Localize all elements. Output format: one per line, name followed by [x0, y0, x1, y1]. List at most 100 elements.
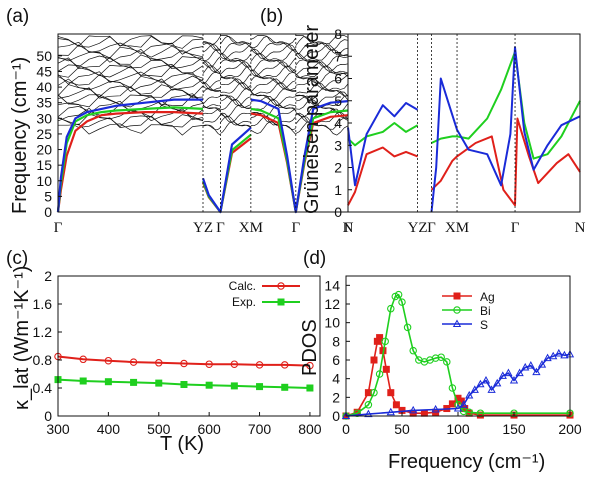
- a-optical-band-line: [57, 78, 204, 92]
- a-optical-band-line: [202, 95, 221, 105]
- a-xtick-label: Γ: [216, 220, 225, 236]
- c-ytick-label: 0: [44, 408, 52, 424]
- a-optical-band-line: [57, 115, 204, 128]
- a-optical-band-line: [295, 82, 349, 97]
- a-optical-band-line: [295, 88, 349, 101]
- a-optical-band-line: [250, 75, 296, 89]
- a-optical-band-line: [250, 42, 297, 55]
- a-optical-band-line: [250, 44, 297, 60]
- panel-c-frame: [57, 275, 321, 417]
- d-point-red: [376, 334, 384, 342]
- d-point-blue: [498, 371, 507, 379]
- a-xtick-label: Γ: [54, 220, 63, 236]
- b-xtick-label: Γ: [427, 220, 436, 236]
- d-legend-label: Ag: [480, 290, 495, 304]
- c-point-red: [129, 358, 138, 366]
- d-point-green: [431, 354, 440, 362]
- a-optical-band-line: [202, 44, 221, 53]
- d-xtick-label: 200: [558, 421, 582, 437]
- a-optical-band-line: [203, 124, 221, 136]
- c-point-red: [255, 361, 264, 369]
- d-ytick-label: 4: [332, 371, 340, 387]
- a-optical-band-line: [57, 36, 204, 49]
- d-point-green: [370, 388, 378, 397]
- a-ytick-label: 25: [36, 126, 52, 142]
- a-optical-band-line: [57, 71, 204, 85]
- a-optical-band-line: [220, 94, 251, 106]
- a-optical-band-line: [220, 95, 252, 109]
- c-xtick-label: 300: [46, 421, 70, 437]
- panel-label-c: (c): [6, 248, 28, 269]
- b-ytick-label: 4: [334, 115, 342, 131]
- c-ytick-label: 2: [44, 268, 52, 284]
- c-point-red: [180, 359, 188, 368]
- a-branch-red-left: [56, 110, 204, 213]
- a-optical-band-line: [220, 115, 252, 129]
- d-point-blue: [537, 360, 547, 368]
- c-point-red: [104, 356, 113, 365]
- b-ytick-label: 0: [334, 204, 342, 220]
- a-ytick-label: 40: [36, 79, 52, 95]
- d-point-green: [465, 408, 473, 417]
- d-point-blue: [431, 404, 440, 413]
- d-ytick-label: 8: [332, 333, 340, 349]
- a-optical-band-line: [220, 78, 251, 91]
- a-optical-band-line: [202, 82, 221, 91]
- d-point-red: [370, 356, 378, 364]
- b-ytick-label: 8: [334, 26, 342, 42]
- panel-d-ylabel: PDOS: [299, 319, 321, 376]
- c-point-green: [256, 383, 264, 391]
- a-optical-band-line: [57, 35, 204, 47]
- a-optical-band-line: [57, 86, 204, 99]
- a-optical-band-line: [220, 36, 252, 49]
- c-legend-marker: [277, 282, 285, 290]
- a-optical-band-line: [220, 76, 252, 89]
- a-optical-band-line: [250, 105, 296, 118]
- a-optical-band-line: [220, 65, 251, 79]
- c-xtick-label: 500: [147, 421, 171, 437]
- a-optical-band-line: [295, 61, 349, 76]
- d-point-red: [420, 409, 428, 417]
- panel-a-optical-bands: [57, 35, 349, 136]
- c-legend-label: Calc.: [229, 279, 256, 293]
- a-optical-band-line: [202, 72, 221, 85]
- d-point-blue: [459, 400, 468, 408]
- b-ytick-label: 7: [334, 48, 342, 64]
- d-xtick-label: 0: [342, 421, 350, 437]
- a-ytick-label: 5: [44, 188, 52, 204]
- a-ytick-label: 45: [36, 63, 52, 79]
- a-optical-band-line: [57, 93, 204, 106]
- b-xtick-label: N: [575, 220, 586, 236]
- d-ytick-label: 14: [324, 277, 340, 293]
- c-point-red: [155, 359, 163, 367]
- a-optical-band-line: [202, 48, 221, 61]
- c-ytick-label: 1.6: [33, 296, 53, 312]
- d-point-blue: [526, 361, 535, 369]
- b-ytick-label: 5: [334, 93, 342, 109]
- b-series-green-right: [431, 50, 581, 160]
- d-point-red: [387, 389, 395, 397]
- d-ytick-label: 10: [324, 315, 340, 331]
- c-point-green: [130, 378, 138, 386]
- d-legend-label: Bi: [480, 304, 491, 318]
- a-branch-blue-left: [56, 98, 203, 213]
- c-ytick-label: 0.8: [33, 352, 53, 368]
- d-ytick-label: 6: [332, 352, 340, 368]
- panel-c-xlabel: T (K): [160, 433, 204, 455]
- a-optical-band-line: [250, 78, 296, 93]
- a-optical-band-line: [57, 56, 204, 70]
- a-optical-band-line: [295, 59, 349, 72]
- d-point-green: [381, 337, 389, 346]
- a-xtick-label: YZ: [193, 220, 213, 236]
- a-optical-band-line: [202, 114, 221, 123]
- a-optical-band-line: [250, 82, 296, 96]
- d-point-blue: [560, 350, 569, 359]
- panel-label-d: (d): [303, 248, 326, 269]
- d-point-blue: [481, 375, 491, 384]
- a-optical-band-line: [220, 73, 252, 85]
- d-point-blue: [554, 348, 563, 357]
- a-optical-band-line: [202, 42, 221, 52]
- d-point-blue: [487, 385, 496, 393]
